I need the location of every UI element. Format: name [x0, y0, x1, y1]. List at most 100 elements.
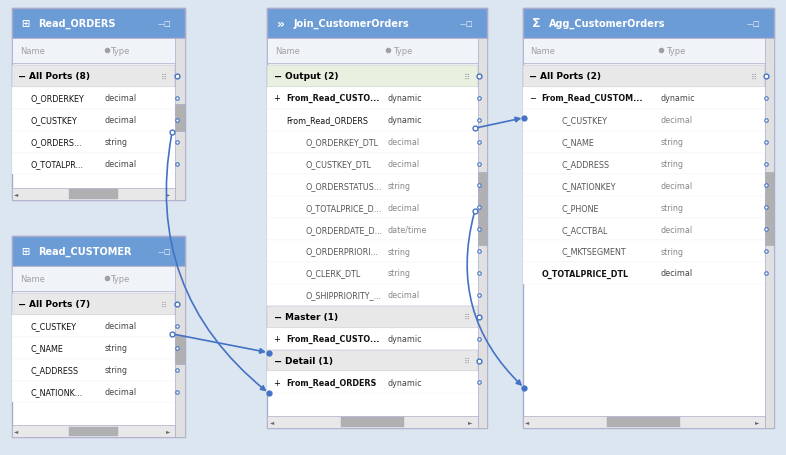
Text: ►: ►: [166, 192, 170, 197]
Text: decimal: decimal: [105, 322, 137, 331]
Text: ⠿: ⠿: [161, 300, 167, 309]
Text: −: −: [274, 356, 281, 366]
Text: decimal: decimal: [105, 94, 137, 103]
Text: decimal: decimal: [105, 160, 137, 169]
FancyBboxPatch shape: [523, 197, 765, 219]
Text: Σ: Σ: [532, 17, 541, 30]
FancyBboxPatch shape: [267, 110, 478, 131]
FancyBboxPatch shape: [267, 131, 478, 153]
Text: Name: Name: [275, 47, 300, 56]
Text: string: string: [661, 247, 684, 256]
Text: »: »: [277, 17, 285, 30]
FancyBboxPatch shape: [478, 39, 487, 428]
Text: Type: Type: [393, 47, 412, 56]
FancyBboxPatch shape: [267, 284, 478, 306]
FancyBboxPatch shape: [523, 88, 765, 110]
FancyArrowPatch shape: [167, 135, 265, 390]
Text: O_TOTALPR...: O_TOTALPR...: [31, 160, 83, 169]
Text: dynamic: dynamic: [387, 94, 422, 103]
Text: Name: Name: [20, 274, 45, 283]
Text: Read_ORDERS: Read_ORDERS: [39, 19, 116, 29]
Text: string: string: [661, 138, 684, 147]
FancyBboxPatch shape: [12, 237, 185, 266]
Text: All Ports (2): All Ports (2): [540, 72, 601, 81]
Text: O_TOTALPRICE_D...: O_TOTALPRICE_D...: [306, 203, 382, 212]
FancyBboxPatch shape: [12, 266, 185, 291]
FancyArrowPatch shape: [467, 214, 521, 385]
Text: decimal: decimal: [387, 203, 420, 212]
Text: ◄: ◄: [525, 420, 529, 425]
Text: Detail (1): Detail (1): [285, 356, 332, 365]
FancyBboxPatch shape: [765, 173, 774, 246]
Text: —□: —□: [157, 248, 171, 254]
Text: —□: —□: [747, 21, 760, 27]
Text: O_SHIPPRIORITY_...: O_SHIPPRIORITY_...: [306, 291, 382, 300]
Text: Type: Type: [110, 274, 130, 283]
Text: From_Read_ORDERS: From_Read_ORDERS: [286, 116, 368, 125]
Text: O_TOTALPRICE_DTL: O_TOTALPRICE_DTL: [542, 269, 629, 278]
FancyBboxPatch shape: [12, 131, 175, 153]
Text: −: −: [18, 299, 26, 309]
FancyBboxPatch shape: [267, 66, 478, 88]
Text: ◄: ◄: [270, 420, 274, 425]
FancyBboxPatch shape: [267, 9, 487, 428]
FancyBboxPatch shape: [523, 9, 774, 428]
Text: O_ORDERPRIORI...: O_ORDERPRIORI...: [306, 247, 379, 256]
FancyBboxPatch shape: [267, 263, 478, 284]
Text: decimal: decimal: [661, 269, 692, 278]
FancyBboxPatch shape: [175, 105, 185, 132]
FancyBboxPatch shape: [69, 427, 118, 436]
Text: ►: ►: [755, 420, 759, 425]
Text: Type: Type: [110, 47, 130, 56]
Text: dynamic: dynamic: [387, 116, 422, 125]
FancyBboxPatch shape: [523, 416, 765, 428]
Text: C_NATIONKEY: C_NATIONKEY: [561, 182, 615, 191]
FancyBboxPatch shape: [12, 425, 175, 437]
Text: Type: Type: [666, 47, 685, 56]
FancyBboxPatch shape: [523, 131, 765, 153]
Text: ⠿: ⠿: [464, 313, 470, 322]
Text: +: +: [274, 334, 281, 344]
Text: string: string: [105, 365, 128, 374]
Text: Read_CUSTOMER: Read_CUSTOMER: [39, 246, 132, 257]
FancyBboxPatch shape: [12, 293, 175, 315]
Text: O_ORDERKEY_DTL: O_ORDERKEY_DTL: [306, 138, 379, 147]
FancyBboxPatch shape: [478, 173, 487, 246]
Text: Name: Name: [20, 47, 45, 56]
Text: string: string: [661, 160, 684, 169]
Text: From_Read_ORDERS: From_Read_ORDERS: [286, 378, 376, 387]
Text: O_ORDERSTATUS...: O_ORDERSTATUS...: [306, 182, 382, 191]
FancyBboxPatch shape: [267, 175, 478, 197]
Text: C_MKTSEGMENT: C_MKTSEGMENT: [561, 247, 626, 256]
FancyBboxPatch shape: [12, 381, 175, 403]
FancyBboxPatch shape: [12, 315, 175, 337]
FancyBboxPatch shape: [175, 266, 185, 437]
Text: Name: Name: [531, 47, 556, 56]
Text: Join_CustomerOrders: Join_CustomerOrders: [294, 19, 410, 29]
Text: +: +: [274, 94, 281, 103]
Text: C_ADDRESS: C_ADDRESS: [561, 160, 609, 169]
FancyBboxPatch shape: [12, 337, 175, 359]
FancyBboxPatch shape: [267, 219, 478, 241]
Text: ⊞: ⊞: [21, 19, 29, 29]
Text: From_Read_CUSTOM...: From_Read_CUSTOM...: [542, 94, 643, 103]
Text: string: string: [387, 247, 410, 256]
FancyBboxPatch shape: [523, 9, 774, 39]
FancyBboxPatch shape: [267, 372, 478, 394]
Text: date/time: date/time: [387, 225, 427, 234]
Text: string: string: [661, 203, 684, 212]
FancyBboxPatch shape: [267, 197, 478, 219]
Text: −: −: [529, 72, 537, 82]
Text: O_CLERK_DTL: O_CLERK_DTL: [306, 269, 361, 278]
FancyBboxPatch shape: [267, 328, 478, 350]
Text: All Ports (8): All Ports (8): [29, 72, 90, 81]
Text: decimal: decimal: [661, 116, 692, 125]
FancyBboxPatch shape: [523, 39, 774, 64]
Text: ◄: ◄: [14, 192, 18, 197]
FancyBboxPatch shape: [523, 153, 765, 175]
Text: decimal: decimal: [105, 116, 137, 125]
FancyBboxPatch shape: [267, 88, 478, 110]
FancyBboxPatch shape: [267, 306, 478, 328]
Text: —□: —□: [157, 21, 171, 27]
FancyBboxPatch shape: [267, 9, 487, 39]
